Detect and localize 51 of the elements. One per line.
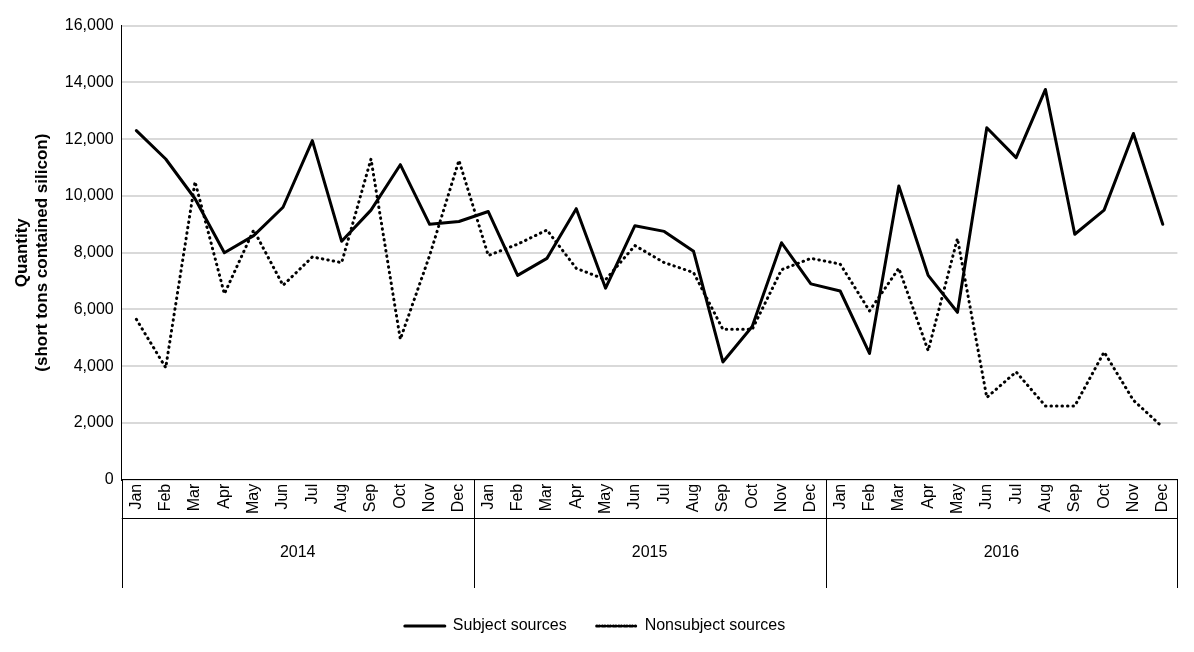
x-tick-label: Nov	[1123, 483, 1141, 513]
x-tick-label: Nov	[771, 483, 789, 513]
y-tick-label: 12,000	[64, 129, 114, 147]
x-tick-label: Jun	[273, 483, 291, 510]
y-tick-label: 4,000	[73, 356, 114, 374]
x-tick-label: May	[244, 483, 262, 515]
y-tick-label: 0	[104, 470, 114, 488]
x-tick-label: Oct	[742, 483, 760, 509]
x-tick-label: Aug	[1035, 483, 1053, 513]
x-tick-label: Mar	[889, 483, 907, 512]
text: 2015	[631, 543, 668, 561]
x-tick-label: Feb	[156, 483, 174, 512]
x-tick-label: Apr	[566, 483, 584, 509]
x-tick-label: Aug	[683, 483, 701, 513]
x-tick-label: Jan	[478, 483, 496, 510]
x-tick-label: Mar	[185, 483, 203, 512]
x-tick-label: Oct	[1094, 483, 1112, 509]
x-tick-label: Jan	[830, 483, 848, 510]
x-tick-label: Jul	[1006, 483, 1024, 505]
x-tick-label: May	[595, 483, 613, 515]
x-tick-label: Dec	[1153, 483, 1171, 513]
legend-label: Subject sources	[452, 616, 567, 634]
x-tick-label: Jun	[625, 483, 643, 510]
x-tick-label: Sep	[361, 483, 379, 513]
text: 2016	[983, 543, 1020, 561]
x-tick-label: Apr	[918, 483, 936, 509]
x-tick-label: Mar	[537, 483, 555, 512]
y-tick-label: 10,000	[64, 186, 114, 204]
x-tick-label: Nov	[420, 483, 438, 513]
x-tick-label: Jul	[302, 483, 320, 505]
x-tick-label: Feb	[859, 483, 877, 512]
y-tick-label: 6,000	[73, 299, 114, 317]
x-tick-label: Apr	[214, 483, 232, 509]
y-tick-label: 16,000	[64, 16, 114, 34]
x-tick-label: Sep	[1065, 483, 1083, 513]
x-tick-label: Jan	[126, 483, 144, 510]
legend-label: Nonsubject sources	[644, 616, 786, 634]
x-tick-label: Oct	[390, 483, 408, 509]
y-tick-label: 14,000	[64, 72, 114, 90]
x-tick-label: Aug	[332, 483, 350, 513]
x-tick-label: Dec	[449, 483, 467, 513]
x-tick-label: Jun	[977, 483, 995, 510]
text: 2014	[279, 543, 316, 561]
x-tick-label: May	[947, 483, 965, 515]
y-axis-title: Quantity (short tons contained silicon)	[11, 133, 52, 372]
y-tick-label: 8,000	[73, 243, 114, 261]
x-tick-label: Sep	[713, 483, 731, 513]
y-tick-label: 2,000	[73, 413, 114, 431]
x-tick-label: Jul	[654, 483, 672, 505]
x-tick-label: Feb	[508, 483, 526, 512]
x-tick-label: Dec	[801, 483, 819, 513]
